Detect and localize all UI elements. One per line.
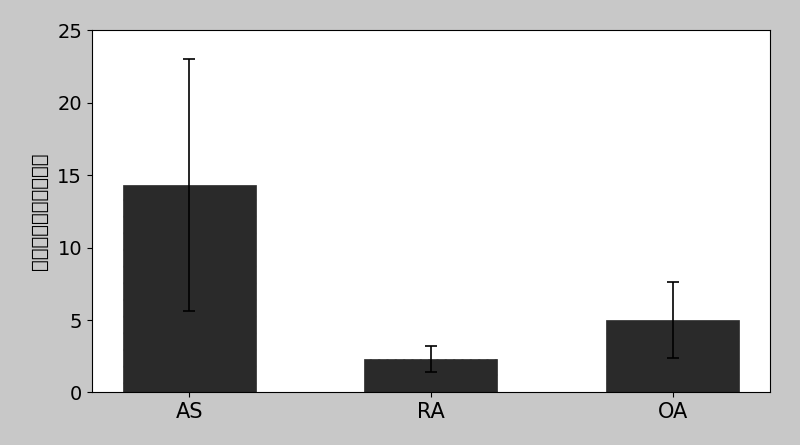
Y-axis label: 碳酸酐酶１水平（倍）: 碳酸酐酶１水平（倍）	[30, 153, 49, 270]
Bar	[122, 185, 256, 392]
Bar	[365, 359, 498, 392]
Bar	[606, 320, 739, 392]
